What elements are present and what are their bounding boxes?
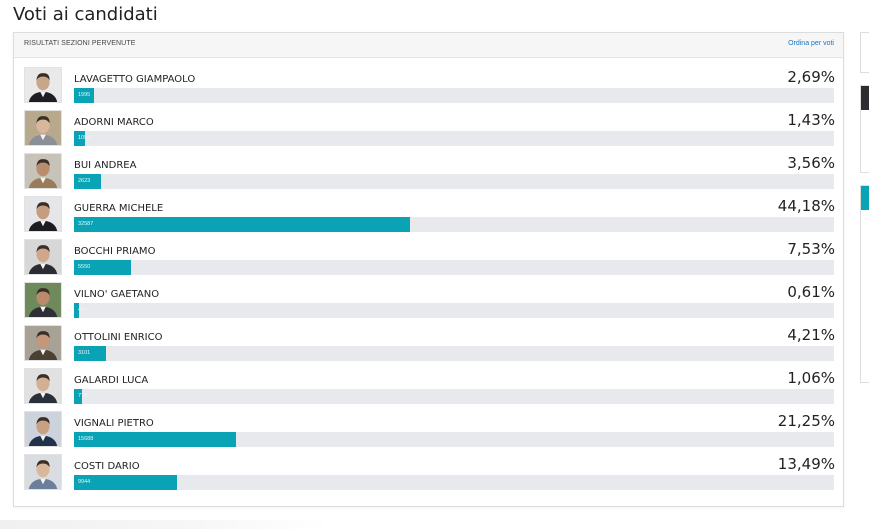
candidate-name: COSTI DARIO [74,461,140,472]
candidate-photo [24,411,62,447]
candidate-portrait-icon [25,111,61,145]
side-card-teal-band [861,186,869,210]
vote-bar-track: 5550 [74,260,834,275]
vote-bar-track: 452 [74,303,834,318]
page-title: Voti ai candidati [13,4,158,25]
candidate-percent: 13,49% [777,455,835,473]
candidate-percent: 44,18% [777,197,835,215]
candidate-name: BUI ANDREA [74,160,137,171]
vote-bar-fill [74,174,101,189]
candidate-row: BOCCHI PRIAMO 7,53% 5550 [24,239,835,279]
panel-header: RISULTATI SEZIONI PERVENUTE Ordina per v… [14,33,843,58]
candidate-name: OTTOLINI ENRICO [74,332,163,343]
candidate-name: GALARDI LUCA [74,375,149,386]
candidate-percent: 1,06% [787,369,835,387]
candidate-portrait-icon [25,412,61,446]
candidate-votes: 778 [78,393,88,399]
candidate-votes: 1995 [78,92,91,98]
vote-bar-track: 3101 [74,346,834,361]
candidate-row: BUI ANDREA 3,56% 2623 [24,153,835,193]
candidate-photo [24,282,62,318]
candidate-portrait-icon [25,197,61,231]
candidate-portrait-icon [25,240,61,274]
candidate-portrait-icon [25,369,61,403]
candidate-percent: 7,53% [787,240,835,258]
candidate-votes: 32587 [78,221,94,227]
candidate-row: VIGNALI PIETRO 21,25% 15688 [24,411,835,451]
candidate-votes: 5550 [78,264,91,270]
vote-bar-track: 778 [74,389,834,404]
candidates-results-panel: RISULTATI SEZIONI PERVENUTE Ordina per v… [13,32,844,507]
candidate-votes: 1054 [78,135,91,141]
candidate-percent: 4,21% [787,326,835,344]
candidate-portrait-icon [25,68,61,102]
candidate-photo [24,368,62,404]
candidate-votes: 3101 [78,350,91,356]
sort-by-votes-link[interactable]: Ordina per voti [788,40,834,47]
vote-bar-fill [74,346,106,361]
side-card-dark [860,85,869,173]
candidate-photo [24,110,62,146]
candidate-percent: 0,61% [787,283,835,301]
vote-bar-fill [74,475,177,490]
candidate-portrait-icon [25,326,61,360]
candidate-photo [24,239,62,275]
candidate-name: GUERRA MICHELE [74,203,164,214]
candidate-name: ADORNI MARCO [74,117,154,128]
candidate-name: VIGNALI PIETRO [74,418,154,429]
candidate-votes: 9944 [78,479,91,485]
vote-bar-fill [74,389,82,404]
vote-bar-track: 32587 [74,217,834,232]
candidate-row: OTTOLINI ENRICO 4,21% 3101 [24,325,835,365]
candidate-photo [24,454,62,490]
candidate-row: GALARDI LUCA 1,06% 778 [24,368,835,408]
vote-bar-track: 1054 [74,131,834,146]
candidate-percent: 1,43% [787,111,835,129]
vote-bar-fill [74,432,236,447]
candidate-votes: 15688 [78,436,94,442]
candidate-photo [24,196,62,232]
candidate-row: GUERRA MICHELE 44,18% 32587 [24,196,835,236]
vote-bar-fill [74,88,94,103]
vote-bar-track: 1995 [74,88,834,103]
vote-bar-fill [74,303,79,318]
vote-bar-fill [74,217,410,232]
candidate-percent: 2,69% [787,68,835,86]
candidate-votes: 2623 [78,178,91,184]
candidate-name: BOCCHI PRIAMO [74,246,156,257]
side-card-teal [860,185,869,383]
side-card-dark-band [861,86,869,110]
candidate-portrait-icon [25,455,61,489]
candidate-row: LAVAGETTO GIAMPAOLO 2,69% 1995 [24,67,835,107]
candidate-photo [24,153,62,189]
vote-bar-fill [74,131,85,146]
candidate-row: COSTI DARIO 13,49% 9944 [24,454,835,494]
candidate-row: ADORNI MARCO 1,43% 1054 [24,110,835,150]
candidate-portrait-icon [25,283,61,317]
candidate-portrait-icon [25,154,61,188]
vote-bar-track: 15688 [74,432,834,447]
candidate-row: VILNO' GAETANO 0,61% 452 [24,282,835,322]
candidate-photo [24,67,62,103]
candidate-photo [24,325,62,361]
vote-bar-fill [74,260,131,275]
candidate-name: VILNO' GAETANO [74,289,160,300]
vote-bar-track: 9944 [74,475,834,490]
side-card-top [860,32,869,73]
candidate-name: LAVAGETTO GIAMPAOLO [74,74,196,85]
candidate-percent: 3,56% [787,154,835,172]
bottom-shadow [0,520,330,529]
candidate-percent: 21,25% [777,412,835,430]
candidate-votes: 452 [78,307,88,313]
results-header-label: RISULTATI SEZIONI PERVENUTE [24,40,136,47]
vote-bar-track: 2623 [74,174,834,189]
